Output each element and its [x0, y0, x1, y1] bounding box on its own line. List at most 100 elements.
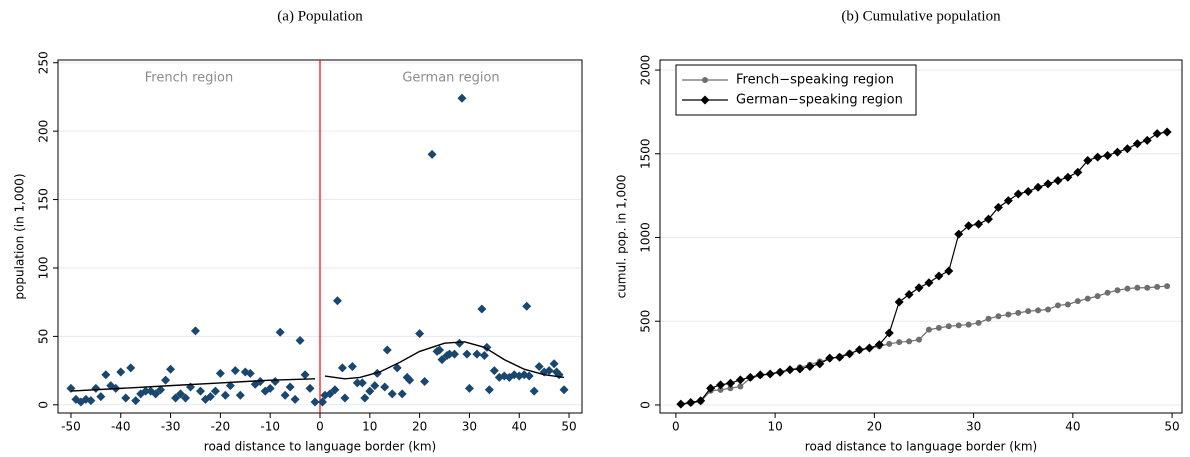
marker — [874, 340, 884, 350]
marker — [397, 389, 407, 399]
legend-marker — [702, 77, 708, 83]
marker — [1003, 196, 1013, 206]
x-tick-label: 10 — [767, 420, 782, 434]
marker — [472, 349, 482, 359]
y-axis-label: cumul. pop. in 1,000 — [615, 175, 629, 299]
x-tick-label: 30 — [966, 420, 981, 434]
marker — [126, 363, 136, 373]
marker — [1122, 144, 1132, 154]
legend-label: French−speaking region — [736, 73, 894, 88]
marker — [171, 393, 181, 403]
marker — [1083, 155, 1093, 165]
marker — [445, 349, 455, 359]
y-axis-label: population (in 1,000) — [13, 173, 27, 299]
marker — [896, 339, 903, 346]
marker — [954, 229, 964, 239]
marker — [1073, 167, 1083, 177]
x-tick-label: 20 — [412, 420, 427, 434]
marker — [464, 383, 474, 393]
marker — [1063, 172, 1073, 182]
marker — [387, 389, 397, 399]
marker — [392, 363, 402, 373]
marker — [427, 149, 437, 159]
marker — [1045, 306, 1052, 313]
marker — [534, 361, 544, 371]
marker — [1124, 285, 1131, 292]
marker — [886, 340, 893, 347]
marker — [795, 364, 805, 374]
y-tick-label: 200 — [37, 120, 51, 143]
marker — [727, 385, 734, 392]
marker — [245, 368, 255, 378]
marker — [330, 385, 340, 395]
marker — [934, 271, 944, 281]
marker — [696, 396, 706, 406]
marker — [964, 221, 974, 231]
marker — [735, 375, 745, 385]
x-tick-label: -30 — [161, 420, 181, 434]
y-tick-label: 500 — [639, 310, 653, 333]
marker — [924, 278, 934, 288]
marker — [210, 386, 220, 396]
marker — [835, 352, 845, 362]
annotation: German region — [402, 71, 499, 86]
marker — [706, 383, 716, 393]
marker — [457, 93, 467, 103]
marker — [975, 319, 982, 326]
marker — [716, 380, 726, 390]
marker — [190, 326, 200, 336]
marker — [559, 385, 569, 395]
marker — [1074, 298, 1081, 305]
marker — [325, 389, 335, 399]
marker — [477, 304, 487, 314]
marker — [382, 345, 392, 355]
marker — [86, 396, 96, 406]
marker — [1064, 301, 1071, 308]
marker — [462, 349, 472, 359]
marker — [925, 326, 932, 333]
marker — [1084, 295, 1091, 302]
chart-title: (a) Population — [277, 8, 363, 24]
marker — [522, 301, 532, 311]
marker — [1023, 186, 1033, 196]
marker — [317, 397, 327, 407]
marker — [974, 219, 984, 229]
marker — [825, 353, 835, 363]
marker — [1013, 189, 1023, 199]
marker — [295, 335, 305, 345]
marker — [337, 363, 347, 373]
marker — [737, 383, 744, 390]
marker — [544, 366, 554, 376]
marker — [785, 365, 795, 375]
marker — [420, 377, 430, 387]
plot-frame — [659, 59, 1183, 414]
marker — [1103, 150, 1113, 160]
marker — [151, 389, 161, 399]
marker — [945, 323, 952, 330]
marker — [131, 396, 141, 406]
marker — [1142, 135, 1152, 145]
x-tick-label: 50 — [561, 420, 576, 434]
marker — [195, 386, 205, 396]
marker — [479, 351, 489, 361]
marker — [489, 366, 499, 376]
y-tick-label: 2000 — [639, 55, 653, 86]
marker — [1112, 147, 1122, 157]
x-tick-label: 40 — [1065, 420, 1080, 434]
marker — [1035, 307, 1042, 314]
marker — [1154, 283, 1161, 290]
marker — [1132, 139, 1142, 149]
marker — [235, 390, 245, 400]
marker — [916, 336, 923, 343]
marker — [914, 283, 924, 293]
marker — [215, 368, 225, 378]
marker — [96, 392, 106, 402]
marker — [524, 371, 534, 381]
y-tick-label: 150 — [37, 188, 51, 211]
marker — [955, 322, 962, 329]
marker — [935, 324, 942, 331]
marker — [352, 378, 362, 388]
marker — [305, 383, 315, 393]
y-tick-label: 1500 — [639, 139, 653, 170]
